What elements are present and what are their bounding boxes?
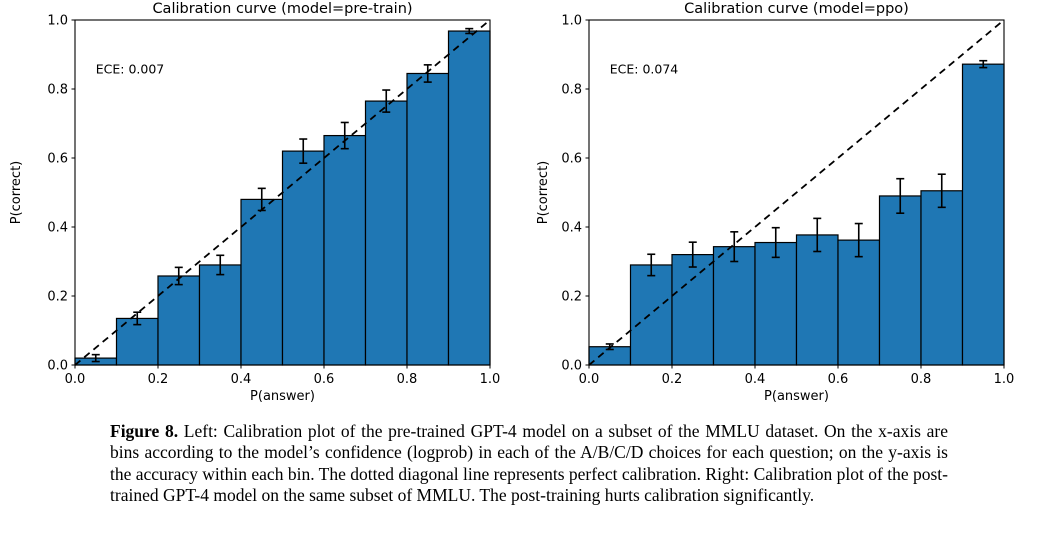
y-tick-label: 0.0: [47, 359, 68, 374]
y-axis-label: P(correct): [536, 161, 551, 225]
bar-bin-1: [629, 264, 673, 366]
ece-annotation: ECE: 0.074: [610, 61, 679, 76]
bar-bin-8: [920, 190, 964, 366]
y-tick-label: 0.8: [47, 83, 68, 98]
calibration-chart-pretrain: 0.0 0.2 0.4 0.6 0.8 1.0 0.0 0.2 0.4 0.6 0.8 1.0 Cali…: [0, 0, 527, 410]
bars-group: [588, 63, 1005, 366]
y-tick-label: 0.6: [47, 152, 68, 167]
x-tick-label: 0.8: [397, 372, 418, 387]
y-tick-label: 0.6: [561, 152, 582, 167]
x-tick-label: 0.4: [231, 372, 252, 387]
y-tick-label: 1.0: [47, 14, 68, 29]
bar-bin-7: [878, 195, 922, 366]
bar-bin-3: [198, 264, 242, 366]
x-tick-label: 0.2: [148, 372, 169, 387]
calibration-chart-ppo: 0.0 0.2 0.4 0.6 0.8 1.0 0.0 0.2 0.4 0.6 0.8 1.0 Cali…: [527, 0, 1054, 410]
axes-box: [588, 19, 1005, 366]
chart-title: Calibration curve (model=pre-train): [152, 1, 412, 17]
bar-bin-2: [671, 254, 715, 366]
bar-bin-7: [364, 100, 408, 366]
bar-bin-5: [795, 234, 839, 366]
x-axis-label: P(answer): [250, 389, 315, 404]
bar-bin-8: [406, 72, 450, 366]
figure-caption: Figure 8. Left: Calibration plot of the …: [110, 421, 948, 506]
bar-bin-9: [447, 30, 491, 366]
bar-bin-3: [712, 246, 756, 366]
y-tick-label: 0.4: [561, 221, 582, 236]
perfect-calibration-line: [74, 19, 491, 366]
charts-row: 0.0 0.2 0.4 0.6 0.8 1.0 0.0 0.2 0.4 0.6 0.8 1.0 Cali…: [0, 0, 1054, 410]
bar-bin-5: [281, 150, 325, 366]
y-tick-label: 0.8: [561, 83, 582, 98]
x-axis-label: P(answer): [764, 389, 829, 404]
bar-bin-9: [961, 63, 1005, 366]
y-tick-label: 0.2: [561, 290, 582, 305]
x-tick-label: 0.6: [314, 372, 335, 387]
figure-caption-text: Left: Calibration plot of the pre-traine…: [110, 421, 948, 506]
y-tick-label: 0.0: [561, 359, 582, 374]
axes-box: [74, 19, 491, 366]
x-tick-label: 0.4: [745, 372, 766, 387]
y-tick-label: 1.0: [561, 14, 582, 29]
x-tick-label: 0.0: [579, 372, 600, 387]
bar-bin-4: [240, 198, 284, 366]
y-tick-label: 0.4: [47, 221, 68, 236]
x-tick-label: 0.6: [828, 372, 849, 387]
x-tick-label: 0.0: [65, 372, 86, 387]
bar-bin-4: [754, 241, 798, 366]
x-tick-label: 0.2: [662, 372, 683, 387]
error-bars-group: [605, 59, 988, 351]
bar-bin-6: [323, 134, 367, 366]
error-bars-group: [91, 27, 474, 363]
x-tick-label: 1.0: [994, 372, 1015, 387]
perfect-calibration-line: [588, 19, 1005, 366]
ece-annotation: ECE: 0.007: [96, 61, 165, 76]
y-axis-label: P(correct): [9, 161, 24, 225]
figure-caption-label: Figure 8.: [110, 421, 179, 441]
bar-bin-2: [157, 275, 201, 366]
chart-title: Calibration curve (model=ppo): [684, 1, 909, 17]
y-tick-label: 0.2: [47, 290, 68, 305]
x-tick-label: 1.0: [480, 372, 501, 387]
x-tick-label: 0.8: [911, 372, 932, 387]
bar-bin-6: [837, 239, 881, 366]
